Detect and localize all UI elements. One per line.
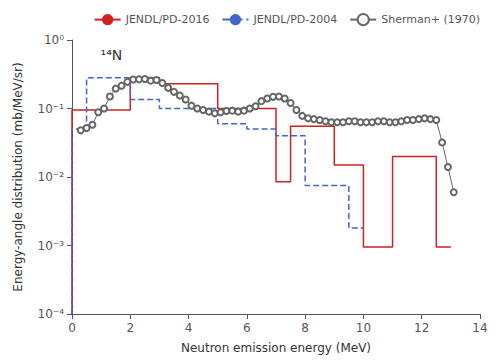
svg-text:14: 14 [472,321,487,335]
svg-text:10⁻²: 10⁻² [38,170,65,184]
svg-text:0: 0 [68,321,76,335]
svg-text:¹⁴N: ¹⁴N [101,47,123,63]
svg-text:8: 8 [301,321,309,335]
svg-text:Sherman+ (1970): Sherman+ (1970) [381,13,480,26]
svg-text:4: 4 [185,321,193,335]
svg-text:10⁻¹: 10⁻¹ [38,102,65,116]
svg-text:JENDL/PD-2004: JENDL/PD-2004 [252,13,337,26]
svg-text:Neutron emission energy (MeV): Neutron emission energy (MeV) [181,341,371,355]
svg-text:10: 10 [356,321,371,335]
svg-text:12: 12 [414,321,429,335]
svg-text:10⁰: 10⁰ [44,33,64,47]
svg-text:JENDL/PD-2016: JENDL/PD-2016 [125,13,210,26]
svg-text:Energy-angle distribution (mb/: Energy-angle distribution (mb/MeV/sr) [11,62,25,291]
svg-text:10⁻³: 10⁻³ [38,239,65,253]
svg-text:6: 6 [243,321,251,335]
svg-text:2: 2 [126,321,134,335]
svg-text:10⁻⁴: 10⁻⁴ [38,307,65,321]
